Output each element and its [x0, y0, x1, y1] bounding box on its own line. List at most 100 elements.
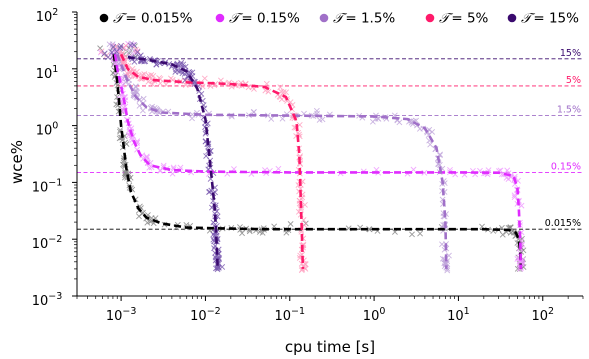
fit-curve-1-5 [116, 53, 448, 269]
scatter-point [146, 164, 153, 171]
y-tick-base: 10 [36, 67, 53, 82]
y-tick-exp: 0 [52, 121, 58, 132]
scatter-point [439, 255, 446, 262]
scatter-point [212, 210, 218, 217]
legend-entry-2: 𝒯 = 1.5% [319, 11, 395, 27]
legend: 𝒯 = 0.015% 𝒯 = 0.15% 𝒯 = 1.5% 𝒯 = 5% 𝒯 = 15% [99, 11, 579, 27]
x-tick-label: 102 [531, 306, 554, 324]
legend-label: 𝒯 = 0.015% [113, 11, 193, 27]
legend-label: 𝒯 = 15% [521, 11, 579, 27]
scatter-point [203, 153, 210, 159]
scatter-point [284, 98, 290, 104]
scatter-point [105, 54, 111, 61]
scatter-point [499, 231, 506, 238]
scatter-point [283, 89, 290, 96]
scatter-point [101, 50, 108, 57]
legend-value: = 5% [451, 11, 488, 27]
x-tick-exp: −1 [291, 306, 305, 317]
threshold-label-5: 5% [566, 75, 581, 86]
y-tick-base: 10 [32, 180, 49, 195]
scatter-point [277, 84, 284, 91]
scatter-point [126, 50, 133, 57]
scatter-point [214, 264, 221, 271]
scatter-point [278, 88, 285, 95]
scatter-point [114, 82, 121, 89]
scatter-point [511, 192, 518, 199]
legend-marker [319, 13, 329, 23]
legend-marker [215, 13, 225, 23]
scatter-point [275, 165, 282, 172]
scatter-point [127, 42, 134, 49]
x-tick-exp: 1 [464, 306, 470, 317]
scatter-point [180, 61, 187, 68]
threshold-label-0-15: 0.15% [551, 161, 581, 172]
legend-entry-3: 𝒯 = 5% [425, 11, 489, 27]
scatter-point [118, 42, 124, 49]
scatter-point [301, 264, 308, 271]
scatter-point [201, 75, 208, 82]
x-tick-exp: −2 [207, 306, 221, 317]
y-tick-exp: 1 [52, 64, 58, 75]
scatter-point [137, 52, 144, 59]
scatter-point [279, 115, 286, 122]
scatter-point [139, 107, 146, 114]
y-tick-base: 10 [36, 10, 53, 25]
legend-label: 𝒯 = 1.5% [333, 11, 395, 27]
scatter-point [126, 48, 133, 55]
scatter-point [123, 70, 130, 76]
x-tick-label: 10−1 [274, 306, 305, 324]
scatter-point [98, 48, 105, 55]
tick-labels: 10−3 10−2 10−1 100 101 10210−310−210−11001011… [32, 7, 554, 324]
scatter-series-1 [97, 40, 526, 272]
scatter-point [287, 221, 294, 227]
scatter-point [239, 230, 245, 237]
y-tick-exp: −1 [48, 177, 62, 188]
scatter-point [149, 77, 156, 84]
legend-marker [507, 13, 517, 23]
x-tick-base: 10 [447, 309, 464, 324]
scatter-point [156, 109, 163, 116]
scatter-point [224, 170, 231, 177]
scatter-point [417, 230, 423, 237]
x-tick-base: 10 [363, 309, 380, 324]
x-tick-exp: −3 [122, 306, 136, 317]
scatter-point [153, 61, 160, 68]
scatter-point [299, 251, 306, 258]
fit-curve-0-015 [112, 54, 523, 269]
scatter-point [113, 48, 120, 55]
scatter-point [263, 80, 270, 87]
scatter-point [297, 206, 304, 212]
fit-curves [112, 53, 523, 269]
legend-value: = 15% [533, 11, 579, 27]
legend-label: 𝒯 = 5% [439, 11, 489, 27]
threshold-label-0-015: 0.015% [545, 218, 581, 229]
x-tick-label: 100 [363, 306, 386, 324]
scatter-point [134, 89, 141, 96]
y-tick-label: 10−2 [32, 234, 63, 252]
scatter-point [265, 88, 272, 95]
scatter-series-2 [106, 40, 452, 274]
threshold-label-15: 15% [560, 48, 581, 59]
scatter-point [246, 112, 252, 119]
scatter-point [505, 176, 512, 182]
scatter-point [316, 117, 323, 123]
scatter-point [144, 219, 151, 226]
scatter-point [504, 167, 511, 174]
threshold-label-1-5: 1.5% [557, 105, 581, 116]
scatter-points [97, 40, 527, 274]
scatter-point [136, 102, 143, 109]
x-tick-exp: 0 [379, 306, 385, 317]
y-tick-label: 101 [36, 64, 59, 82]
x-tick-base: 10 [274, 309, 291, 324]
scatter-point [225, 80, 232, 87]
y-axis-label: wce% [8, 140, 26, 184]
scatter-point [109, 49, 115, 56]
legend-entry-0: 𝒯 = 0.015% [99, 11, 193, 27]
scatter-point [156, 167, 163, 174]
legend-entry-1: 𝒯 = 0.15% [215, 11, 300, 27]
scatter-point [206, 188, 213, 195]
x-tick-base: 10 [190, 309, 207, 324]
scatter-point [139, 71, 146, 78]
scatter-point [157, 167, 164, 174]
scatter-point [366, 226, 373, 233]
